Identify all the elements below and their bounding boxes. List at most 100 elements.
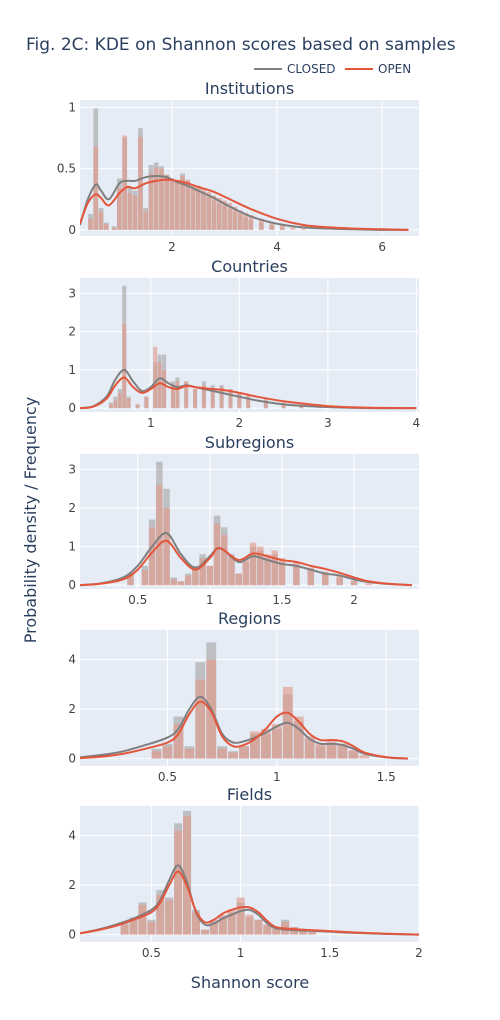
histogram-bar-open: [271, 723, 282, 759]
x-tick-label: 1: [237, 946, 245, 960]
x-tick-label: 2: [236, 416, 244, 430]
plot-marks: [80, 461, 412, 587]
histogram-bar-open: [269, 222, 275, 230]
histogram-bar-open: [143, 211, 149, 230]
histogram-bar-open: [221, 535, 228, 586]
histogram-bar-open: [293, 562, 300, 586]
histogram-bar-open: [192, 567, 199, 586]
kde-line-closed[interactable]: [80, 532, 412, 587]
histogram-bar-open: [122, 135, 128, 230]
histogram-bar-open: [250, 731, 260, 759]
histogram-bar-open: [174, 180, 180, 230]
histogram-bar-open: [245, 914, 254, 935]
histogram-bar-open: [237, 210, 243, 230]
kde-line-open[interactable]: [80, 700, 409, 760]
y-tick-label: 0: [68, 223, 76, 237]
histogram-bar-open: [243, 212, 248, 230]
histogram-bar-open: [162, 746, 173, 759]
y-tick-label: 0: [68, 928, 76, 942]
histogram-bar-open: [127, 575, 134, 586]
histogram-bar-open: [227, 202, 233, 230]
histogram-bar-open: [88, 218, 93, 230]
y-tick-label: 2: [68, 878, 76, 892]
histogram-bar-open: [301, 228, 306, 230]
subplot-institutions: Institutions 0 0.5 1 2 4 6: [57, 79, 419, 254]
histogram-bar-open: [151, 751, 162, 759]
y-tick-label: 0: [68, 401, 76, 415]
histogram-bar-open: [108, 404, 113, 409]
histogram-bar-open: [237, 392, 242, 409]
histogram-bar-open: [260, 728, 271, 759]
histogram-bar-open: [122, 323, 127, 409]
histogram-bar-open: [278, 558, 286, 586]
subplot-subregions: Subregions 0 1 2 3 0.5 1 1.5 2: [68, 433, 419, 607]
plot-area: [80, 454, 419, 589]
histogram-bar-open: [156, 484, 163, 586]
histogram-bar-open: [156, 895, 165, 935]
legend-label-open[interactable]: OPEN: [378, 62, 411, 76]
histogram-bar-open: [162, 369, 167, 409]
histogram-bar-open: [190, 184, 196, 230]
histogram-bar-open: [117, 392, 122, 409]
histogram-bar-open: [138, 136, 143, 230]
histogram-bar-open: [228, 556, 235, 586]
subplot-title: Regions: [218, 609, 281, 628]
histogram-bar-open: [200, 929, 209, 935]
histogram-bar-open: [159, 168, 164, 230]
histogram-bar-open: [315, 743, 326, 759]
histogram-bar-open: [163, 508, 170, 586]
histogram-bar-open: [271, 550, 278, 586]
histogram-bar-open: [249, 542, 257, 586]
kde-line-open[interactable]: [80, 376, 417, 410]
histogram-bar-open: [93, 146, 99, 230]
x-tick-label: 2: [168, 240, 176, 254]
histogram-bar-open: [175, 381, 180, 409]
legend[interactable]: CLOSED OPEN: [254, 62, 411, 76]
histogram-bar-open: [246, 394, 251, 409]
kde-line-closed[interactable]: [80, 174, 409, 231]
histogram-bar-open: [170, 385, 175, 409]
histogram-bar-open: [157, 362, 162, 409]
histogram-bar-open: [299, 929, 308, 935]
histogram-bar-open: [222, 200, 227, 230]
plot-marks: [80, 810, 419, 936]
histogram-bar-open: [103, 223, 109, 230]
kde-line-open[interactable]: [80, 870, 419, 936]
x-tick-label: 1.5: [320, 946, 339, 960]
histogram-bar-open: [144, 396, 149, 409]
x-tick-label: 1.5: [272, 593, 291, 607]
histogram-bar-open: [264, 554, 271, 586]
x-tick-label: 1.5: [377, 770, 396, 784]
histogram-bar-open: [177, 581, 185, 586]
y-tick-label: 4: [68, 653, 76, 667]
subplot-countries: Countries 0 1 2 3 1 2 3 4: [68, 257, 420, 430]
histogram-bar-open: [228, 389, 233, 409]
legend-label-closed[interactable]: CLOSED: [287, 62, 336, 76]
plot-area: [80, 278, 419, 412]
y-tick-label: 1: [68, 540, 76, 554]
kde-line-open[interactable]: [80, 178, 409, 231]
histogram-bar-open: [206, 565, 214, 586]
histogram-bar-open: [126, 398, 131, 409]
subplot-regions: Regions 0 2 4 0.5 1 1.5: [68, 609, 419, 784]
histogram-bar-open: [173, 723, 184, 759]
y-tick-label: 2: [68, 702, 76, 716]
histogram-bar-open: [174, 830, 183, 935]
x-tick-label: 1: [147, 416, 155, 430]
plot-marks: [80, 108, 409, 231]
histogram-bar-open: [195, 679, 206, 759]
histogram-bar-open: [199, 558, 206, 586]
histogram-bar-open: [263, 398, 268, 409]
histogram-bar-open: [248, 215, 254, 230]
histogram-bar-open: [279, 224, 285, 230]
subplot-fields: Fields 0 2 4 0.5 1 1.5 2: [68, 785, 422, 960]
histogram-bar-open: [127, 193, 133, 230]
histogram-bar-open: [113, 400, 118, 409]
histogram-bar-open: [170, 579, 178, 586]
histogram-bar-open: [272, 927, 281, 935]
kde-line-open[interactable]: [80, 539, 412, 587]
histogram-bar-open: [326, 741, 337, 759]
histogram-bar-open: [180, 175, 185, 230]
histogram-bar-open: [184, 748, 195, 759]
y-tick-label: 2: [68, 501, 76, 515]
